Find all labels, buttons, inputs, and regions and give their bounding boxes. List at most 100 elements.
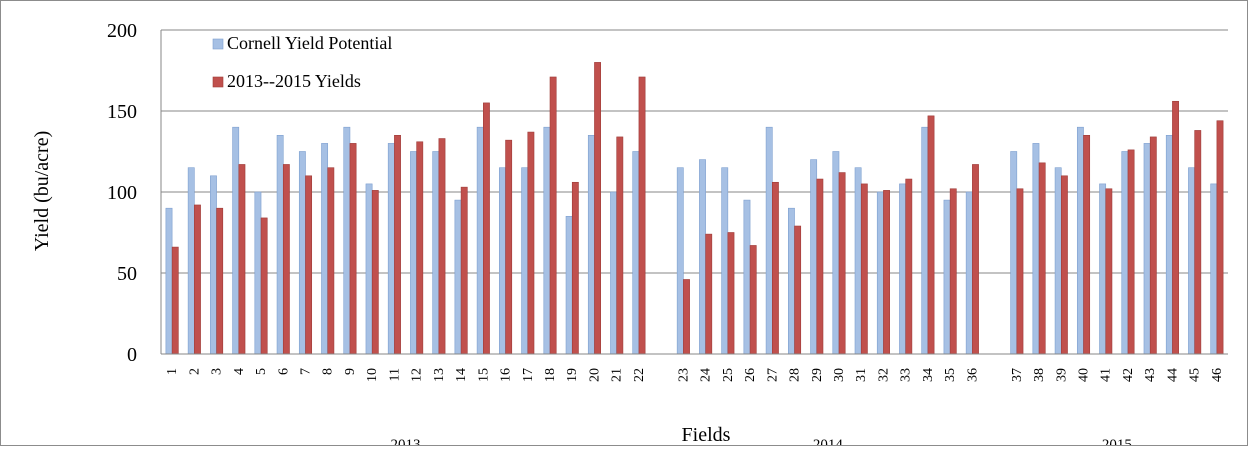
x-tick-label: 8 [321,368,336,375]
bar-cornell-potential [543,126,551,355]
bar-cornell-potential [921,126,929,355]
x-tick-label: 19 [565,368,580,382]
legend-swatch-cornell [212,38,224,50]
x-tick-label: 27 [765,368,780,382]
x-tick-label: 11 [387,368,402,381]
bar-cornell-potential [432,151,440,355]
x-tick-label: 45 [1188,368,1203,382]
bar-cornell-potential [165,207,173,355]
bar-cornell-potential [210,175,217,355]
bar-cornell-potential [298,151,306,355]
bar-cornell-potential [1076,126,1084,355]
x-tick-label: 14 [454,368,469,382]
bar-cornell-potential [788,207,795,355]
bars [165,62,1224,355]
bar-cornell-potential [1188,167,1195,355]
x-tick-label: 30 [832,368,847,382]
x-tick-label: 38 [1032,368,1047,382]
bar-actual-yield [260,217,268,355]
bar-cornell-potential [676,167,684,355]
year-group-label: 2015 [1102,437,1132,445]
bar-actual-yield [883,190,890,355]
year-group-label: 2013 [391,437,421,445]
bar-actual-yield [238,164,246,355]
bar-cornell-potential [721,167,729,355]
x-tick-label: 7 [298,368,313,375]
bar-actual-yield [905,178,913,355]
bar-cornell-potential [254,191,262,355]
x-tick-label: 44 [1165,368,1180,382]
bar-actual-yield [349,143,357,355]
bar-actual-yield [505,139,513,355]
bar-cornell-potential [899,183,906,355]
x-tick-label: 35 [943,368,958,382]
bar-cornell-potential [187,167,195,355]
bar-actual-yield [1149,136,1157,355]
legend: Cornell Yield Potential 2013--2015 Yield… [212,33,392,91]
bar-cornell-potential [832,151,840,355]
x-tick-label: 28 [788,368,803,382]
x-tick-label: 37 [1010,368,1025,382]
bar-actual-yield [1105,188,1113,355]
x-tick-label: 18 [543,368,558,382]
bar-cornell-potential [454,199,462,355]
bar-cornell-potential [854,167,862,355]
bar-cornell-potential [1210,183,1218,355]
x-tick-label: 26 [743,368,758,382]
x-tick-label: 21 [610,368,625,382]
bar-actual-yield [282,164,290,355]
x-tick-label: 22 [632,368,647,382]
bar-actual-yield [705,233,713,355]
x-tick-label: 36 [965,368,980,382]
bar-cornell-potential [632,151,640,355]
bar-actual-yield [594,62,601,355]
bar-cornell-potential [1121,151,1129,355]
bar-actual-yield [483,102,490,355]
bar-actual-yield [727,232,735,355]
bar-actual-yield [305,175,313,355]
bar-cornell-potential [610,191,617,355]
x-tick-label: 17 [521,368,536,382]
x-tick-label: 13 [432,368,447,382]
y-axis-label: Yield (bu/acre) [31,131,53,252]
legend-swatch-yields [212,76,224,88]
bar-actual-yield [794,225,802,355]
x-tick-label: 5 [254,368,269,375]
bar-cornell-potential [387,143,395,355]
x-tick-label: 39 [1054,368,1069,382]
x-axis-label: Fields [682,424,731,445]
x-tick-label: 31 [854,368,869,382]
bar-actual-yield [549,76,557,355]
bar-cornell-potential [943,199,951,355]
bar-actual-yield [749,245,757,355]
bar-actual-yield [416,141,424,355]
y-tick-label: 0 [127,344,137,366]
bar-cornell-potential [232,126,240,355]
bar-actual-yield [638,76,646,355]
x-tick-label: 16 [499,368,514,382]
bar-actual-yield [1016,188,1024,355]
x-tick-label: 4 [232,368,247,375]
axes [160,30,1228,355]
legend-label-cornell: Cornell Yield Potential [227,33,392,53]
bar-actual-yield [1127,149,1135,355]
bar-actual-yield [327,167,335,355]
x-tick-label: 43 [1143,368,1158,382]
bar-cornell-potential [1054,167,1062,355]
y-tick-label: 150 [107,101,137,123]
x-tick-label: 32 [876,368,891,382]
bar-cornell-potential [699,159,706,355]
x-tick-label: 1 [165,368,180,375]
bar-cornell-potential [321,143,329,355]
bar-actual-yield [860,183,868,355]
x-tick-label: 10 [365,368,380,382]
bar-cornell-potential [876,191,884,355]
bar-actual-yield [1194,130,1202,355]
bar-cornell-potential [276,135,284,355]
x-tick-label: 23 [676,368,691,382]
bar-cornell-potential [810,159,818,355]
y-tick-label: 200 [107,20,137,42]
bar-cornell-potential [587,135,595,355]
